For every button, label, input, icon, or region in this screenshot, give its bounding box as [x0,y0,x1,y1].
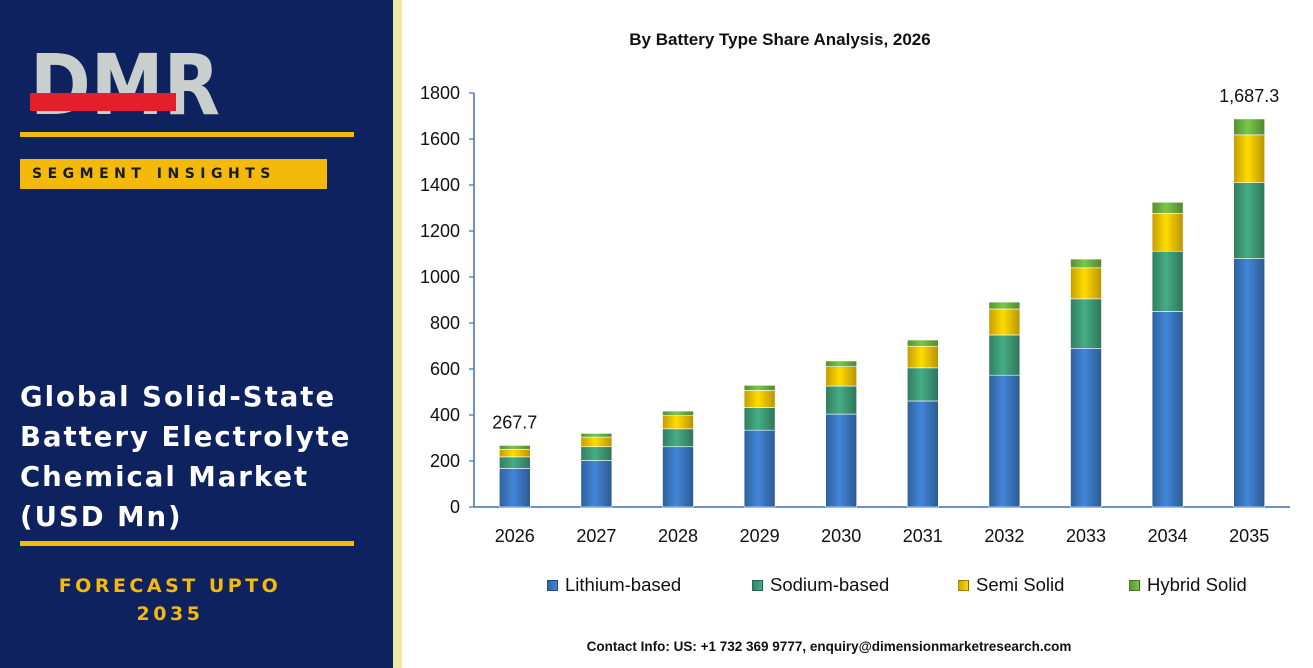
bar-segment-lithium-based [1151,311,1184,508]
x-tick-label: 2027 [576,526,616,546]
x-tick-label: 2030 [821,526,861,546]
bar-segment-hybrid-solid [1233,118,1266,136]
bar-segment-lithium-based [825,413,858,508]
bar-segment-lithium-based [499,468,531,508]
bar-segment-sodium-based [1151,250,1184,312]
y-tick-label: 1200 [420,221,460,241]
forecast-label: FORECAST UPTO 2035 [20,572,320,628]
logo-red-band [30,93,176,111]
legend-item: Lithium-based [547,574,681,596]
panel-divider [393,0,402,668]
bar-segment-lithium-based [988,374,1021,508]
bar-segment-semi-solid [825,366,858,387]
bar-segment-sodium-based [743,407,776,431]
bar-segment-sodium-based [580,446,613,461]
bar-segment-hybrid-solid [580,433,613,438]
x-tick-label: 2035 [1229,526,1269,546]
bar-segment-lithium-based [743,429,776,508]
y-tick-label: 1000 [420,267,460,287]
bar-segment-sodium-based [1233,182,1266,259]
x-tick-label: 2033 [1066,526,1106,546]
bar-segment-lithium-based [662,446,694,508]
legend-item: Hybrid Solid [1129,574,1247,596]
bar-segment-lithium-based [1070,347,1102,508]
bar-segment-semi-solid [662,415,694,430]
legend-label: Hybrid Solid [1147,574,1247,595]
bar-segment-sodium-based [662,428,694,448]
bar-segment-lithium-based [580,460,613,508]
bar-segment-hybrid-solid [988,301,1021,310]
data-label-total: 1,687.3 [1219,86,1279,106]
market-title: Global Solid-State Battery Electrolyte C… [20,381,352,533]
dmr-logo: DMR [30,38,220,120]
y-tick-label: 1800 [420,83,460,103]
logo-underline [20,132,354,137]
x-tick-label: 2026 [495,526,535,546]
x-tick-label: 2029 [740,526,780,546]
bar-segment-hybrid-solid [1070,258,1102,269]
legend-item: Semi Solid [958,574,1064,596]
legend-swatch [547,579,558,591]
y-tick-label: 1400 [420,175,460,195]
bar-segment-hybrid-solid [499,445,531,450]
bar-segment-sodium-based [825,385,858,415]
bar-segment-semi-solid [1151,212,1184,252]
bar-segment-semi-solid [906,345,939,369]
bar-segment-hybrid-solid [825,360,858,368]
bar-segment-hybrid-solid [743,385,776,391]
x-tick-label: 2028 [658,526,698,546]
chart-title: By Battery Type Share Analysis, 2026 [629,30,931,49]
y-tick-label: 600 [430,359,460,379]
y-tick-label: 0 [450,497,460,517]
y-tick-label: 200 [430,451,460,471]
stacked-bar-chart: 0 200 400 600 800 1000 1200 1400 1600 1800 2026 202… [420,83,1290,546]
legend-label: Lithium-based [565,574,682,595]
y-tick-label: 400 [430,405,460,425]
bar-segment-semi-solid [499,448,531,458]
bar-segment-lithium-based [1233,258,1266,508]
bar-segment-hybrid-solid [906,339,939,347]
y-tick-label: 800 [430,313,460,333]
x-tick-label: 2031 [903,526,943,546]
legend-swatch [958,579,969,591]
x-tick-label: 2034 [1148,526,1188,546]
legend-swatch [1129,579,1140,591]
legend-label: Sodium-based [770,574,890,595]
data-label-total: 267.7 [492,412,537,432]
bar-segment-sodium-based [988,334,1021,376]
y-tick-label: 1600 [420,129,460,149]
legend-label: Semi Solid [976,574,1065,595]
bar-segment-semi-solid [580,436,613,448]
bar-segment-semi-solid [1070,267,1102,300]
bar-segment-semi-solid [988,308,1021,336]
segment-insights-badge: SEGMENT INSIGHTS [20,159,327,189]
bar-segment-semi-solid [1233,134,1266,184]
legend-item: Sodium-based [752,574,889,596]
bar-segment-sodium-based [1070,298,1102,349]
forecast-line-1: FORECAST UPTO [58,575,282,597]
contact-info: Contact Info: US: +1 732 369 9777, enqui… [586,639,1072,654]
title-underline [20,541,354,546]
legend-swatch [752,579,763,591]
bar-segment-semi-solid [743,390,776,408]
bar-segment-hybrid-solid [662,410,694,416]
forecast-line-2: 2035 [136,603,204,625]
x-tick-label: 2032 [984,526,1024,546]
left-panel: DMR SEGMENT INSIGHTS Global Solid-State … [0,0,393,668]
bar-segment-sodium-based [906,367,939,402]
bar-segment-lithium-based [906,400,939,508]
bar-segment-sodium-based [499,456,531,469]
bar-segment-hybrid-solid [1151,201,1184,214]
